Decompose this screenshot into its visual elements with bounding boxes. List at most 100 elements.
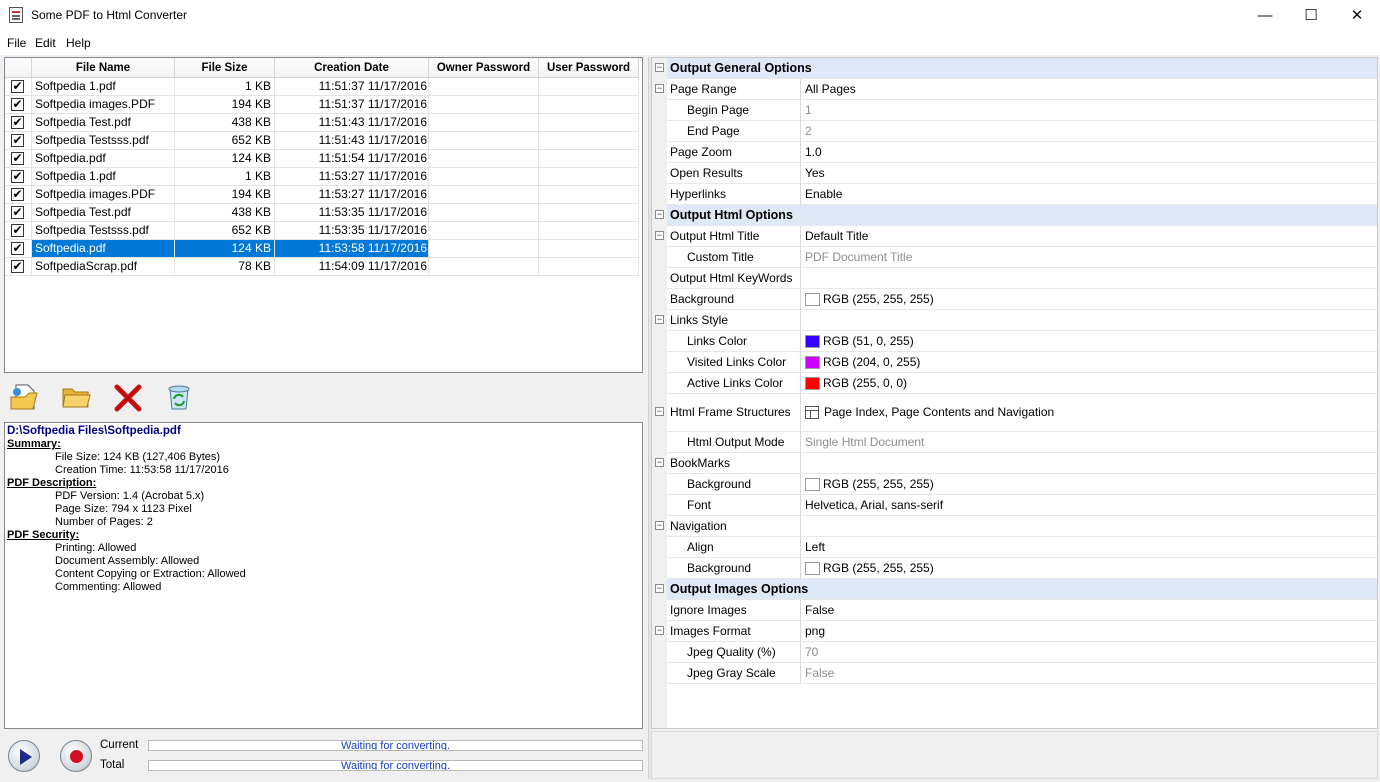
row-check-cell[interactable]: ✔ <box>5 114 32 132</box>
property-name[interactable]: Background <box>667 558 801 579</box>
row-check-cell[interactable]: ✔ <box>5 150 32 168</box>
user-password-cell[interactable] <box>539 240 639 258</box>
file-name-cell[interactable]: Softpedia 1.pdf <box>32 168 175 186</box>
file-size-cell[interactable]: 194 KB <box>175 96 275 114</box>
creation-date-cell[interactable]: 11:54:09 11/17/2016 <box>275 258 429 276</box>
color-swatch[interactable] <box>805 356 820 369</box>
table-row[interactable]: ✔ Softpedia Testsss.pdf 652 KB 11:53:35 11/… <box>5 222 639 240</box>
property-row[interactable]: Output Html KeyWords <box>652 268 1377 289</box>
file-size-cell[interactable]: 124 KB <box>175 150 275 168</box>
add-file-button[interactable] <box>8 381 40 413</box>
table-row[interactable]: ✔ Softpedia 1.pdf 1 KB 11:53:27 11/17/2016 <box>5 168 639 186</box>
property-row[interactable]: Active Links Color RGB (255, 0, 0) <box>652 373 1377 394</box>
owner-password-cell[interactable] <box>429 258 539 276</box>
property-row[interactable]: Font Helvetica, Arial, sans-serif <box>652 495 1377 516</box>
property-value[interactable]: RGB (255, 0, 0) <box>801 373 1377 394</box>
row-checkbox[interactable]: ✔ <box>11 115 24 129</box>
minimize-button[interactable]: — <box>1257 7 1273 24</box>
creation-date-cell[interactable]: 11:51:43 11/17/2016 <box>275 132 429 150</box>
property-row[interactable]: − Links Style <box>652 310 1377 331</box>
file-name-cell[interactable]: Softpedia Test.pdf <box>32 114 175 132</box>
property-row[interactable]: − Page Range All Pages <box>652 79 1377 100</box>
creation-date-cell[interactable]: 11:53:27 11/17/2016 <box>275 168 429 186</box>
property-row[interactable]: End Page 2 <box>652 121 1377 142</box>
property-value[interactable]: 2 <box>801 121 1377 142</box>
file-name-cell[interactable]: Softpedia.pdf <box>32 150 175 168</box>
property-row[interactable]: Visited Links Color RGB (204, 0, 255) <box>652 352 1377 373</box>
file-size-cell[interactable]: 124 KB <box>175 240 275 258</box>
user-password-cell[interactable] <box>539 132 639 150</box>
row-checkbox[interactable]: ✔ <box>11 151 24 165</box>
header-owner-password[interactable]: Owner Password <box>429 58 539 78</box>
table-row[interactable]: ✔ Softpedia Test.pdf 438 KB 11:51:43 11/17/… <box>5 114 639 132</box>
collapse-toggle-icon[interactable]: − <box>655 62 664 72</box>
delete-button[interactable] <box>112 381 144 413</box>
row-checkbox[interactable]: ✔ <box>11 241 24 255</box>
property-value[interactable]: False <box>801 663 1377 684</box>
category-row[interactable]: − Output General Options <box>652 58 1377 79</box>
options-property-grid[interactable]: − Output General Options − Page Range All Pa… <box>651 57 1378 729</box>
property-name[interactable]: Navigation <box>667 516 801 537</box>
property-name[interactable]: Font <box>667 495 801 516</box>
row-check-cell[interactable]: ✔ <box>5 240 32 258</box>
property-value[interactable] <box>801 453 1377 474</box>
row-checkbox[interactable]: ✔ <box>11 79 24 93</box>
row-checkbox[interactable]: ✔ <box>11 223 24 237</box>
menu-help[interactable]: Help <box>66 36 91 50</box>
start-convert-button[interactable] <box>8 740 40 772</box>
property-name[interactable]: Images Format <box>667 621 801 642</box>
property-value[interactable]: RGB (255, 255, 255) <box>801 558 1377 579</box>
creation-date-cell[interactable]: 11:51:37 11/17/2016 <box>275 96 429 114</box>
property-name[interactable]: Align <box>667 537 801 558</box>
property-name[interactable]: BookMarks <box>667 453 801 474</box>
property-value[interactable] <box>801 310 1377 331</box>
creation-date-cell[interactable]: 11:53:35 11/17/2016 <box>275 222 429 240</box>
property-name[interactable]: Links Style <box>667 310 801 331</box>
property-name[interactable]: Output Html Title <box>667 226 801 247</box>
property-name[interactable]: Visited Links Color <box>667 352 801 373</box>
property-name[interactable]: Jpeg Gray Scale <box>667 663 801 684</box>
property-row[interactable]: Hyperlinks Enable <box>652 184 1377 205</box>
user-password-cell[interactable] <box>539 114 639 132</box>
property-name[interactable]: Background <box>667 474 801 495</box>
property-name[interactable]: Custom Title <box>667 247 801 268</box>
file-name-cell[interactable]: Softpedia.pdf <box>32 240 175 258</box>
header-file-name[interactable]: File Name <box>32 58 175 78</box>
row-check-cell[interactable]: ✔ <box>5 186 32 204</box>
owner-password-cell[interactable] <box>429 168 539 186</box>
property-value[interactable]: 1.0 <box>801 142 1377 163</box>
collapse-toggle-icon[interactable]: − <box>655 83 664 93</box>
property-value[interactable]: RGB (51, 0, 255) <box>801 331 1377 352</box>
property-name[interactable]: Html Frame Structures <box>667 394 801 432</box>
property-value[interactable]: Page Index, Page Contents and Navigation <box>801 394 1377 432</box>
table-row[interactable]: ✔ Softpedia images.PDF 194 KB 11:53:27 11/1… <box>5 186 639 204</box>
user-password-cell[interactable] <box>539 96 639 114</box>
user-password-cell[interactable] <box>539 258 639 276</box>
property-row[interactable]: − Output Html Title Default Title <box>652 226 1377 247</box>
file-size-cell[interactable]: 1 KB <box>175 78 275 96</box>
property-name[interactable]: Active Links Color <box>667 373 801 394</box>
color-swatch[interactable] <box>805 293 820 306</box>
row-check-cell[interactable]: ✔ <box>5 78 32 96</box>
row-checkbox[interactable]: ✔ <box>11 187 24 201</box>
user-password-cell[interactable] <box>539 204 639 222</box>
close-button[interactable]: ✕ <box>1350 7 1364 24</box>
file-list[interactable]: File Name File Size Creation Date Owner … <box>4 57 643 373</box>
file-name-cell[interactable]: Softpedia Testsss.pdf <box>32 132 175 150</box>
user-password-cell[interactable] <box>539 186 639 204</box>
property-row[interactable]: Open Results Yes <box>652 163 1377 184</box>
row-checkbox[interactable]: ✔ <box>11 133 24 147</box>
property-value[interactable]: Enable <box>801 184 1377 205</box>
user-password-cell[interactable] <box>539 78 639 96</box>
table-row[interactable]: ✔ Softpedia images.PDF 194 KB 11:51:37 11/1… <box>5 96 639 114</box>
owner-password-cell[interactable] <box>429 150 539 168</box>
property-value[interactable]: png <box>801 621 1377 642</box>
table-row[interactable]: ✔ SoftpediaScrap.pdf 78 KB 11:54:09 11/17/2… <box>5 258 639 276</box>
file-size-cell[interactable]: 438 KB <box>175 114 275 132</box>
color-swatch[interactable] <box>805 478 820 491</box>
property-name[interactable]: Page Range <box>667 79 801 100</box>
property-value[interactable]: PDF Document Title <box>801 247 1377 268</box>
property-name[interactable]: Jpeg Quality (%) <box>667 642 801 663</box>
property-row[interactable]: Html Output Mode Single Html Document <box>652 432 1377 453</box>
file-name-cell[interactable]: Softpedia images.PDF <box>32 186 175 204</box>
